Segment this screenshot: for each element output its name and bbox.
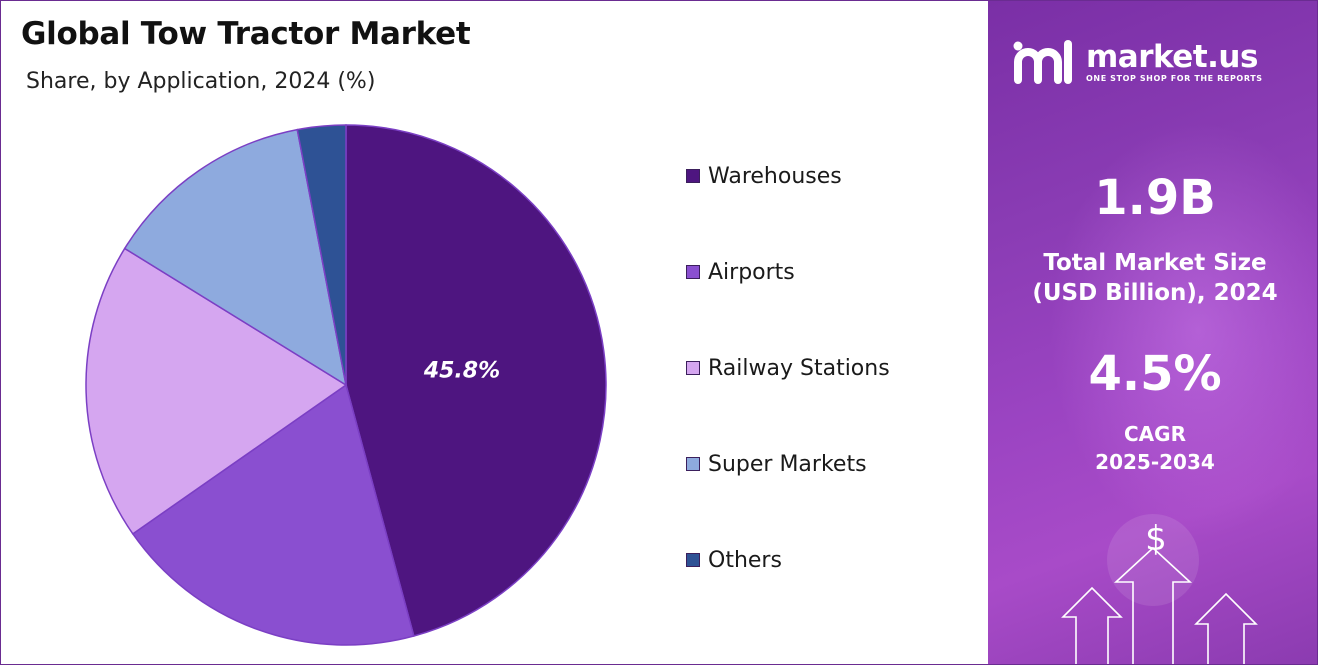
brand-tagline: ONE STOP SHOP FOR THE REPORTS <box>1086 74 1263 83</box>
coin-icon <box>1107 514 1199 606</box>
legend-item-warehouses: Warehouses <box>686 158 842 194</box>
legend-swatch <box>686 265 700 279</box>
pie-slice-airports <box>131 383 415 646</box>
legend-swatch <box>686 553 700 567</box>
market-us-logo-icon <box>1013 40 1072 84</box>
chart-panel: Global Tow Tractor Market Share, by Appl… <box>21 16 890 646</box>
cagr-period: 2025-2034 <box>1095 450 1215 474</box>
legend-item-railway-stations: Railway Stations <box>686 350 890 386</box>
legend-label: Warehouses <box>708 163 842 189</box>
growth-arrows-illustration: $ <box>1061 514 1258 665</box>
legend-swatch <box>686 457 700 471</box>
chart-subtitle: Share, by Application, 2024 (%) <box>26 69 376 94</box>
pie-slice-railway-stations <box>85 247 348 535</box>
legend-item-others: Others <box>686 542 782 578</box>
chart-title: Global Tow Tractor Market <box>21 16 471 52</box>
legend-label: Super Markets <box>708 451 867 477</box>
data-label-warehouses: 45.8% <box>423 359 500 384</box>
legend-item-airports: Airports <box>686 254 795 290</box>
cagr-value: 4.5% <box>1088 346 1222 402</box>
pie-slice-super-markets <box>123 128 348 387</box>
legend-swatch <box>686 361 700 375</box>
legend-swatch <box>686 169 700 183</box>
pie-slice-warehouses <box>345 124 607 637</box>
brand-logo-block: market.us ONE STOP SHOP FOR THE REPORTS <box>1010 36 1263 88</box>
legend-label: Others <box>708 547 782 573</box>
arrow-up-center-icon <box>1113 546 1193 665</box>
background-glow <box>1048 120 1318 540</box>
market-size-label-line1: Total Market Size <box>1043 250 1267 276</box>
brand-name: market.us <box>1086 39 1258 75</box>
dollar-icon: $ <box>1145 519 1167 559</box>
market-size-value: 1.9B <box>1094 170 1216 226</box>
market-size-label-line2: (USD Billion), 2024 <box>1032 280 1278 306</box>
arrow-up-right-icon <box>1194 592 1258 665</box>
summary-panel: market.us ONE STOP SHOP FOR THE REPORTS … <box>988 0 1318 665</box>
pie-slice-others <box>296 124 347 386</box>
legend-item-super-markets: Super Markets <box>686 446 867 482</box>
pie-chart: 45.8% <box>85 124 607 646</box>
arrow-up-left-icon <box>1061 586 1123 665</box>
legend-label: Railway Stations <box>708 355 890 381</box>
cagr-label: CAGR <box>1124 422 1186 446</box>
legend-label: Airports <box>708 259 795 285</box>
